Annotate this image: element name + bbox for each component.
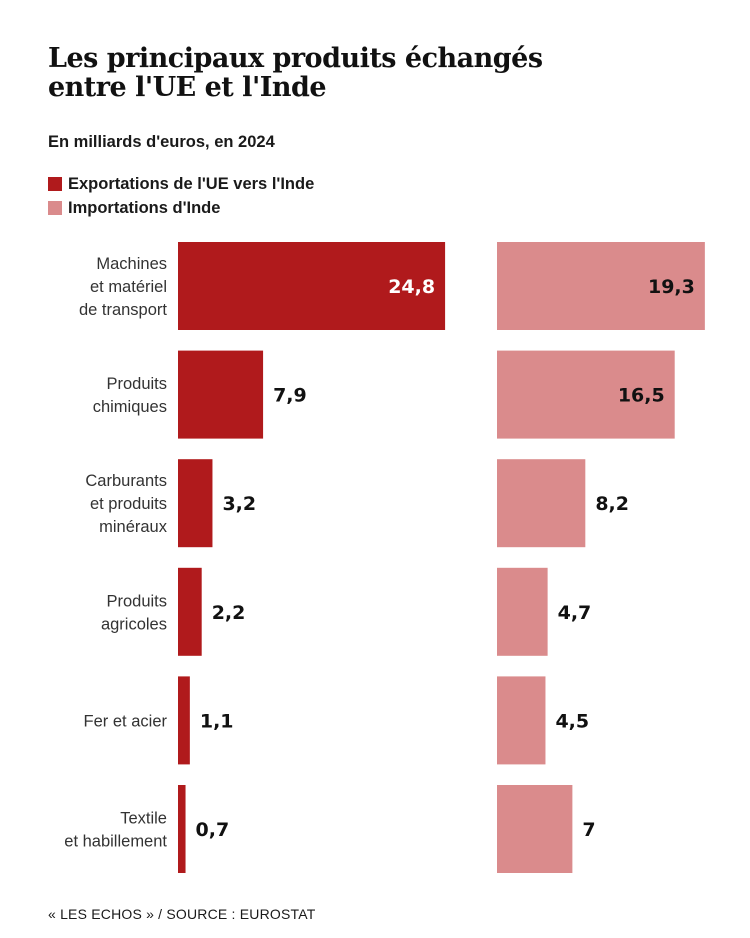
export-bar — [178, 567, 202, 656]
category-label-line: minéraux — [99, 518, 168, 536]
category-label-line: Textile — [120, 810, 167, 828]
legend-item-imports: Importations d'Inde — [48, 196, 314, 220]
chart-title-line-2: entre l'UE et l'Inde — [48, 72, 327, 103]
import-value-label: 8,2 — [595, 493, 629, 515]
category-label-line: Fer et acier — [84, 712, 168, 730]
import-bar — [497, 242, 705, 330]
category-label: Produits chimiques — [93, 375, 167, 416]
category-label-line: de transport — [79, 301, 167, 319]
chart-title: Les principaux produits échangés entre l… — [48, 44, 608, 102]
legend: Exportations de l'UE vers l'Inde Importa… — [48, 172, 314, 220]
import-bar — [497, 350, 675, 439]
source-note: « LES ECHOS » / SOURCE : EUROSTAT — [48, 906, 316, 922]
legend-label-exports: Exportations de l'UE vers l'Inde — [68, 174, 315, 193]
import-value-label: 4,7 — [558, 602, 592, 624]
import-bar — [497, 785, 573, 873]
category-label: Produits agricoles — [101, 592, 167, 633]
category-label-line: Produits — [106, 375, 167, 393]
export-bar — [178, 785, 186, 873]
category-label: Textile et habillement — [64, 810, 167, 851]
import-value-label: 4,5 — [555, 710, 589, 732]
legend-item-exports: Exportations de l'UE vers l'Inde — [48, 172, 314, 196]
export-value-label: 2,2 — [212, 602, 246, 624]
export-bar — [178, 676, 190, 765]
chart-subtitle: En milliards d'euros, en 2024 — [48, 133, 275, 151]
category-label-line: Carburants — [85, 472, 167, 490]
legend-swatch-imports — [48, 201, 62, 215]
legend-label-imports: Importations d'Inde — [68, 198, 221, 217]
category-label-line: et matériel — [90, 278, 167, 296]
category-label-line: Produits — [106, 592, 167, 610]
import-value-label: 19,3 — [648, 276, 695, 298]
category-label: Carburants et produits minéraux — [85, 472, 167, 536]
export-bar — [178, 242, 446, 330]
category-label-line: et habillement — [64, 833, 167, 851]
export-value-label: 0,7 — [196, 819, 230, 841]
import-value-label: 7 — [582, 819, 595, 841]
category-label-line: et produits — [90, 495, 167, 513]
category-label: Fer et acier — [84, 712, 168, 730]
import-bar — [497, 459, 586, 548]
import-value-label: 16,5 — [618, 385, 665, 407]
legend-swatch-exports — [48, 177, 62, 191]
export-value-label: 7,9 — [273, 385, 307, 407]
export-bar — [178, 459, 213, 548]
category-label: Machines et matériel de transport — [79, 255, 167, 319]
export-value-label: 24,8 — [388, 276, 435, 298]
chart-title-line-1: Les principaux produits échangés — [48, 43, 543, 74]
export-value-label: 1,1 — [200, 710, 234, 732]
category-label-line: agricoles — [101, 615, 167, 633]
export-bar — [178, 350, 264, 439]
export-value-label: 3,2 — [222, 493, 256, 515]
import-bar — [497, 567, 548, 656]
category-label-line: chimiques — [93, 398, 167, 416]
import-bar — [497, 676, 546, 765]
category-label-line: Machines — [96, 255, 167, 273]
